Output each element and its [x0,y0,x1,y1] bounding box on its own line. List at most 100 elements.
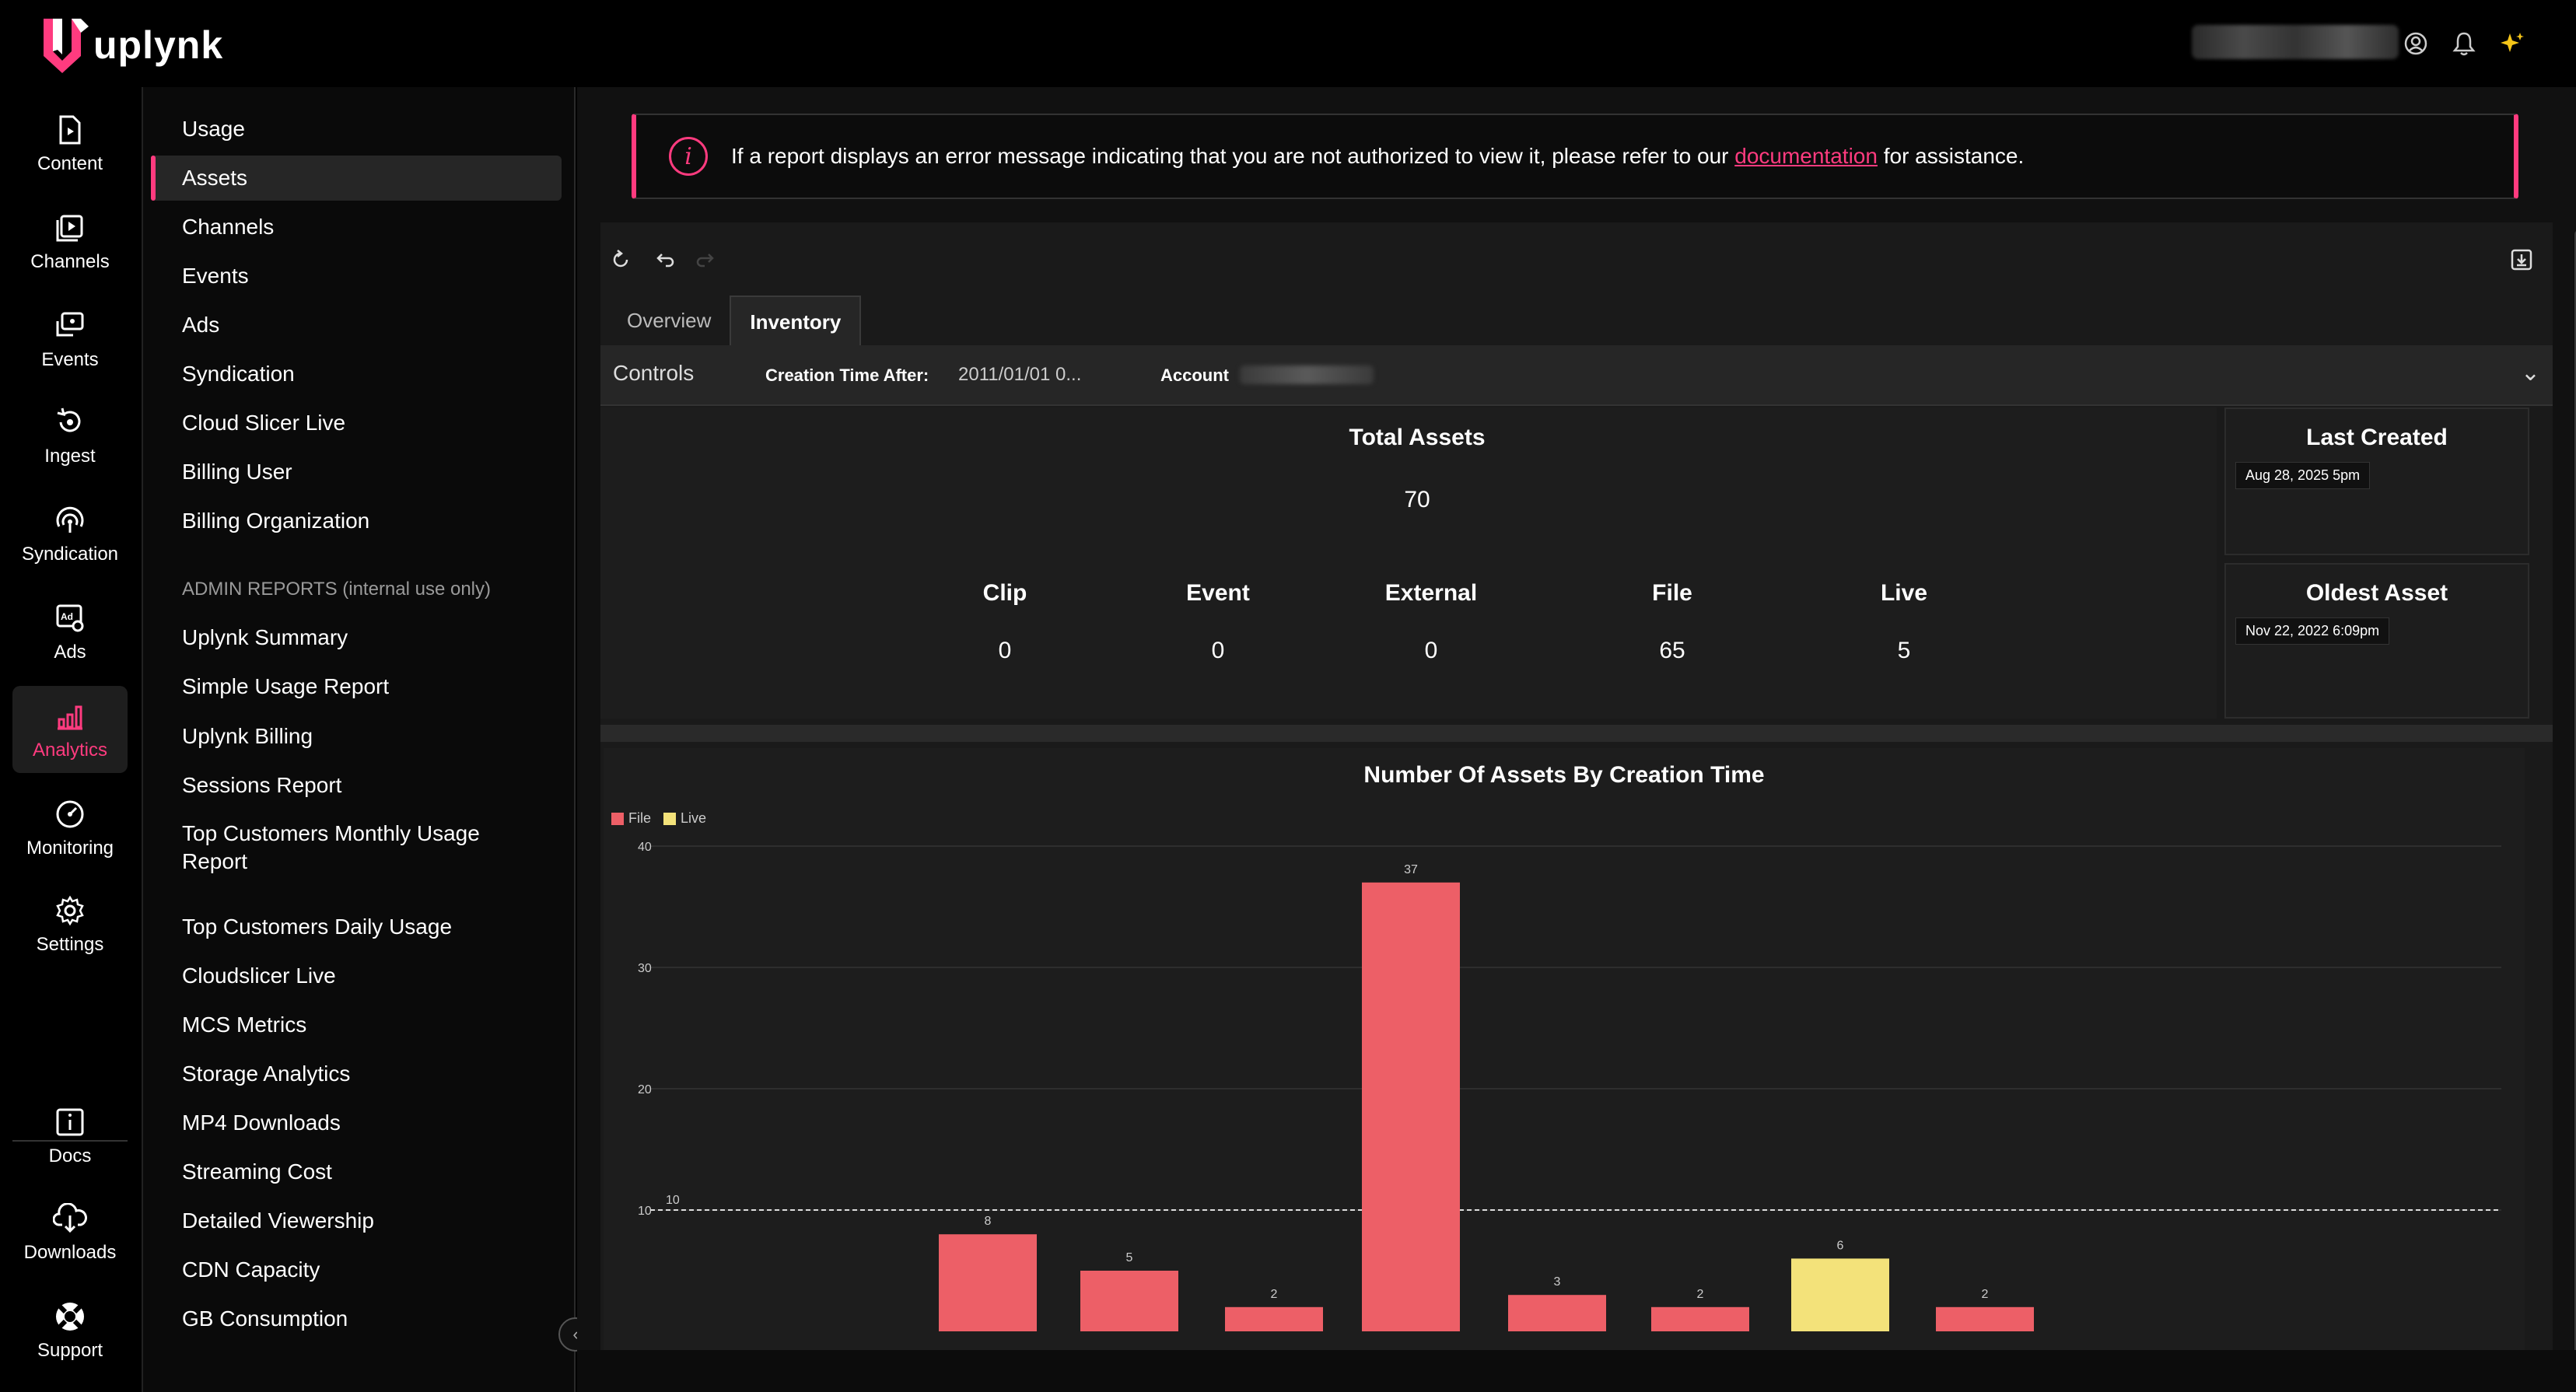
y-tick-label: 20 [638,1083,652,1096]
documentation-link[interactable]: documentation [1734,144,1878,168]
download-report-icon[interactable] [2508,246,2536,274]
svg-text:Ad: Ad [61,611,73,622]
submenu-item-mp4-downloads[interactable]: MP4 Downloads [182,1110,341,1135]
nav-ads[interactable]: Ad Ads [12,588,128,675]
bar-file[interactable] [1362,882,1460,1331]
oldest-asset-title: Oldest Asset [2305,580,2448,606]
undo-icon[interactable] [650,246,678,274]
external-title: External [1384,580,1478,606]
banner-message: If a report displays an error message in… [731,144,2025,168]
user-profile-icon[interactable] [2400,28,2431,59]
chart-legend: File Live [611,810,706,827]
controls-bar[interactable]: Controls Creation Time After: 2011/01/01… [600,345,2553,406]
support-icon [51,1298,89,1335]
report-submenu: Usage Assets Channels Events Ads Syndica… [142,87,576,1392]
submenu-item-sessions-report[interactable]: Sessions Report [182,773,342,797]
submenu-item-simple-usage-report[interactable]: Simple Usage Report [182,674,390,698]
report-container: Overview Inventory Controls Creation Tim… [600,222,2576,1358]
submenu-item-top-customers-monthly[interactable]: Top Customers Monthly Usage Report [182,821,480,873]
submenu-item-channels[interactable]: Channels [182,215,275,239]
external-value: 0 [1424,638,1438,663]
section-separator [600,725,2553,742]
nav-channels[interactable]: Channels [12,198,128,285]
bar-data-label: 2 [1982,1288,1989,1301]
bar-file[interactable] [1225,1306,1323,1331]
downloads-icon [51,1200,89,1237]
account-label: Account [1160,365,1229,385]
submenu-item-mcs-metrics[interactable]: MCS Metrics [182,1013,307,1037]
report-tabs: Overview Inventory [608,296,862,345]
user-account-name[interactable] [2192,25,2399,59]
notification-bell-icon[interactable] [2448,28,2480,59]
bar-live[interactable] [1791,1258,1889,1331]
refresh-icon[interactable] [607,246,635,274]
submenu-item-ads[interactable]: Ads [182,313,220,337]
bar-file[interactable] [1936,1306,2034,1331]
submenu-item-assets[interactable]: Assets [182,166,248,190]
total-assets-value: 70 [1404,487,1430,512]
event-title: Event [1186,580,1250,606]
submenu-item-events[interactable]: Events [182,264,249,288]
primary-nav: Content Channels Events Ingest Syndicati… [0,87,140,1392]
nav-events[interactable]: Events [12,296,128,383]
bar-file[interactable] [1651,1306,1749,1331]
bar-file[interactable] [939,1234,1037,1331]
analytics-icon [51,698,89,735]
uplynk-logo[interactable]: uplynk [39,14,223,76]
last-created-title: Last Created [2306,425,2448,450]
submenu-item-top-customers-daily[interactable]: Top Customers Daily Usage [182,915,453,939]
account-value[interactable] [1240,365,1374,384]
submenu-active-indicator [151,156,156,201]
legend-file[interactable]: File [611,810,651,827]
ai-sparkle-icon[interactable] [2497,28,2528,59]
logo-mark-icon [44,19,89,73]
submenu-item-streaming-cost[interactable]: Streaming Cost [182,1159,332,1184]
live-value: 5 [1897,638,1911,663]
legend-live[interactable]: Live [663,810,706,827]
vertical-scrollbar[interactable] [2573,230,2576,1358]
submenu-item-uplynk-billing[interactable]: Uplynk Billing [182,724,313,748]
scrollbar-thumb[interactable] [2574,230,2576,1358]
submenu-item-billing-user[interactable]: Billing User [182,460,292,484]
submenu-item-storage-analytics[interactable]: Storage Analytics [182,1061,351,1086]
file-value: 65 [1659,638,1685,663]
y-tick-label: 40 [638,841,652,854]
bar-file[interactable] [1508,1295,1606,1331]
nav-settings[interactable]: Settings [12,880,128,967]
event-value: 0 [1211,638,1225,663]
nav-docs[interactable]: Docs [12,1092,128,1179]
chevron-down-icon[interactable]: ⌄ [2520,360,2540,386]
nav-ingest[interactable]: Ingest [12,392,128,479]
submenu-item-billing-organization[interactable]: Billing Organization [182,509,370,533]
creation-time-value[interactable]: 2011/01/01 0... [958,364,1082,385]
y-tick-label: 30 [638,962,652,975]
submenu-item-cloudslicer-live[interactable]: Cloudslicer Live [182,964,336,988]
oldest-asset-panel: Oldest Asset Nov 22, 2022 6:09pm [2224,563,2529,719]
main-content: i If a report displays an error message … [577,87,2576,1392]
submenu-item-cloud-slicer-live[interactable]: Cloud Slicer Live [182,411,346,435]
bar-data-label: 8 [985,1215,992,1228]
submenu-item-cdn-capacity[interactable]: CDN Capacity [182,1257,320,1282]
file-title: File [1652,580,1692,606]
bar-data-label: 2 [1697,1288,1704,1301]
admin-reports-heading: ADMIN REPORTS (internal use only) [182,579,492,600]
nav-monitoring[interactable]: Monitoring [12,784,128,871]
submenu-item-uplynk-summary[interactable]: Uplynk Summary [182,625,348,649]
nav-analytics[interactable]: Analytics [12,686,128,773]
submenu-item-detailed-viewership[interactable]: Detailed Viewership [182,1208,374,1233]
clip-title: Clip [982,580,1027,606]
tab-inventory[interactable]: Inventory [730,296,862,345]
bar-data-label: 6 [1837,1239,1844,1252]
submenu-item-gb-consumption[interactable]: GB Consumption [182,1306,348,1331]
logo-wordmark: uplynk [93,23,224,67]
tab-overview[interactable]: Overview [627,309,712,332]
nav-support[interactable]: Support [12,1286,128,1373]
nav-content[interactable]: Content [12,100,128,187]
nav-syndication[interactable]: Syndication [12,490,128,577]
redo-icon[interactable] [692,246,720,274]
submenu-item-usage[interactable]: Usage [182,117,245,141]
syndication-icon [51,502,89,539]
submenu-item-syndication[interactable]: Syndication [182,362,295,386]
nav-downloads[interactable]: Downloads [12,1188,128,1275]
bar-file[interactable] [1080,1271,1178,1331]
